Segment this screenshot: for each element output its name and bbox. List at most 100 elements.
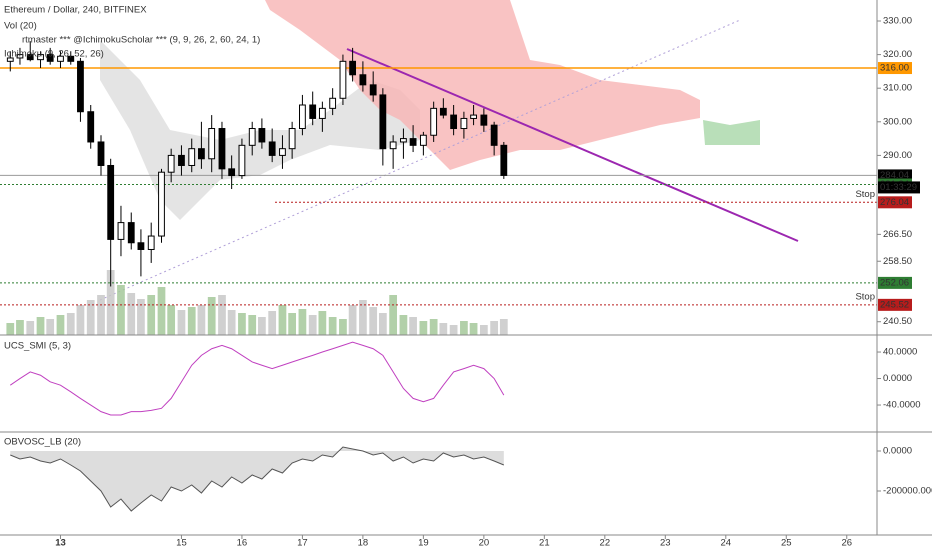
volume-bar [409,317,417,335]
candle-body [329,97,337,109]
x-tick-label: 26 [841,538,852,549]
y-tick-label: -200000.0000 [883,486,932,497]
indicator-line [9,341,505,416]
x-tick-label: 20 [479,538,490,549]
x-tick-label: 18 [358,538,369,549]
volume-bar [157,287,166,335]
volume-bar [348,305,357,335]
x-tick-label: 25 [781,538,792,549]
volume-bar [308,315,317,335]
candle-body [198,148,205,160]
volume-bar [197,305,206,335]
volume-bar [490,321,499,335]
volume-bar [227,310,236,335]
volume-bar [177,310,186,335]
candle-body [258,128,266,143]
volume-bar [429,319,438,335]
candle-body [208,128,216,160]
volume-bar [460,321,468,335]
countdown: 01:33:29 [880,182,917,193]
volume-bar [419,321,428,335]
y-tick-label: 330.00 [883,16,912,27]
volume-bar [76,305,85,335]
y-tick-label: 0.0000 [883,446,912,457]
candle-body [6,57,14,62]
x-tick-label: 22 [600,538,611,549]
dotted-trendline [99,19,741,301]
x-tick-label: 17 [297,538,308,549]
candle-body [309,104,317,119]
panel-title: OBVOSC_LB (20) [4,437,81,448]
volume-bar [378,313,387,335]
candle-body [349,60,357,76]
candle-body [430,107,438,136]
countdown-box [878,181,920,194]
candle-body [318,107,326,119]
volume-bar [36,317,45,335]
volume-bar [318,311,327,335]
candle-body [228,168,236,177]
y-tick-label: 320.00 [883,49,912,60]
y-tick-label: 310.00 [883,83,912,94]
x-tick-label: 21 [539,538,550,549]
price-label-box [878,62,912,75]
volume-bar [359,300,367,335]
volume-bar [339,319,347,335]
volume-bar [328,317,337,335]
candle-body [299,104,306,130]
volume-bar [218,295,226,335]
candle-body [470,114,477,119]
price-label-box [878,196,912,209]
candle-body [26,54,34,61]
plot [0,41,877,512]
y-tick-label: 290.00 [883,150,912,161]
price-label: 252.06 [880,277,909,288]
volume-bar [187,307,196,335]
volume-bar [16,320,24,335]
indicator-label: Ichimoku (9, 26, 52, 26) [4,49,104,60]
candle-body [389,141,397,150]
volume-bar [56,315,65,335]
x-tick-label: 19 [418,538,429,549]
ichimoku-cloud [265,0,700,170]
volume-bar [469,323,478,335]
candle-body [490,124,498,146]
candle-body [400,138,407,143]
chart-title: Ethereum / Dollar, 240, BITFINEX [4,5,147,16]
volume-bar [288,313,297,335]
volume-bar [86,300,95,335]
candle-body [460,117,468,130]
x-tick-label: 24 [721,538,732,549]
volume-bar [248,315,257,335]
candle-body [37,54,44,61]
y-tick-label: -40.0000 [883,400,921,411]
indicator-line [10,446,505,512]
y-tick-label: 258.50 [883,256,912,267]
candle-body [87,111,95,143]
volume-bar [97,295,105,335]
candle-body [218,128,226,170]
candle-body [167,154,175,173]
volume-bar [238,313,246,335]
volume-bar [127,293,136,335]
price-label: 316.00 [880,63,909,74]
stop-note: Stop [855,189,875,200]
volume-bar [268,311,277,335]
candle-body [77,60,84,113]
candle-body [46,54,54,62]
price-label-box [878,298,912,311]
y-tick-label: 40.0000 [883,347,917,358]
candle-body [359,74,367,86]
volume-bar [479,325,488,335]
candle-body [379,94,387,150]
candle-body [500,144,508,176]
candle-body [107,164,115,240]
x-tick-label: 23 [660,538,671,549]
candle-body [369,84,377,96]
candle-body [288,128,296,150]
x-tick-label: 16 [237,538,248,549]
stop-note: Stop [855,291,875,302]
volume-bar [439,323,448,335]
volume-bar [499,319,508,335]
candle-body [57,55,64,62]
